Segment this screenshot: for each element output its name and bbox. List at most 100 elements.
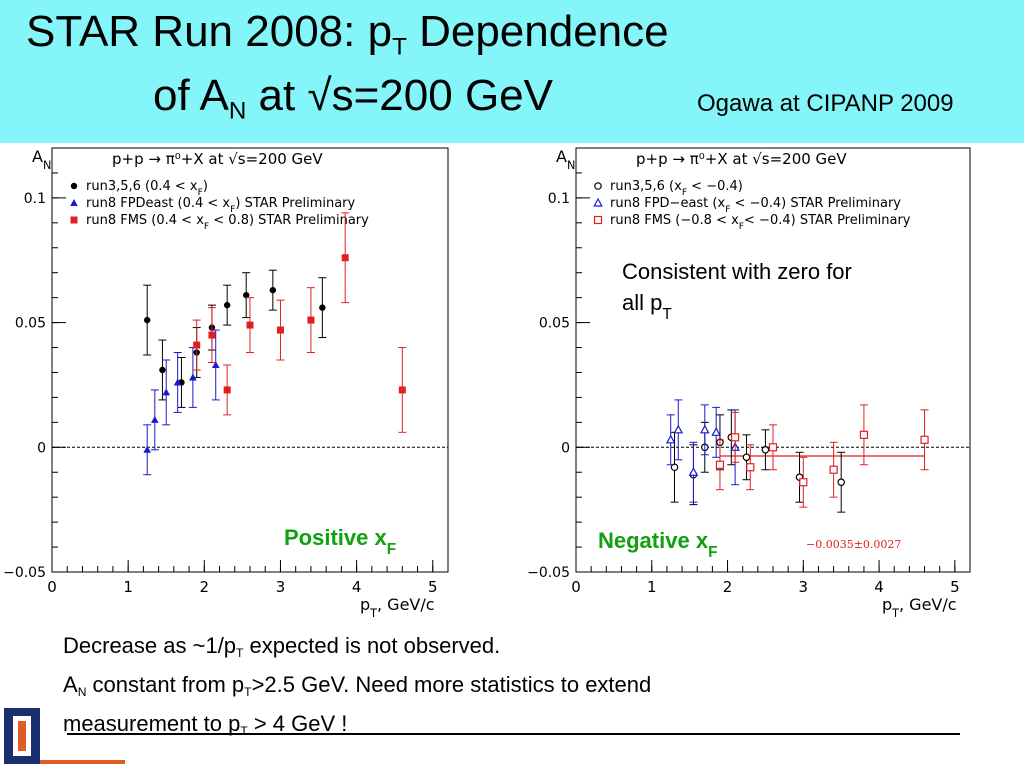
fn-text: constant from p: [86, 672, 245, 698]
y-tick-label: −0.05: [3, 565, 46, 581]
reaction-label: p+p → π⁰+X at √s=200 GeV: [112, 150, 323, 168]
data-point: [859, 430, 869, 439]
plot-frame: [51, 147, 449, 573]
y-tick-label: 0: [561, 440, 570, 456]
fn-text: >2.5 GeV. Need more statistics to extend: [251, 672, 652, 698]
credit-text: Ogawa at CIPANP 2009: [697, 90, 954, 117]
legend-marker: [70, 182, 78, 190]
x-tick-label: 5: [428, 578, 438, 596]
x-tick-label: 2: [723, 578, 733, 596]
data-point: [799, 478, 808, 487]
fn-text: Decrease as ~1/p: [63, 633, 237, 658]
data-point: [711, 427, 721, 436]
data-point: [319, 304, 326, 311]
divider-line: [67, 733, 960, 735]
legend-entry: run3,5,6 (0.4 < xF): [86, 179, 208, 198]
data-point: [742, 453, 751, 462]
legend-marker: [70, 216, 78, 224]
data-point: [269, 286, 277, 294]
legend-marker: [593, 215, 603, 225]
data-point: [162, 388, 171, 396]
data-point: [715, 460, 725, 469]
plot-frame: [575, 147, 971, 573]
legend-marker: [594, 182, 602, 190]
data-point: [193, 341, 201, 349]
data-point: [670, 463, 679, 472]
data-point: [731, 433, 740, 442]
fn-sub: T: [236, 646, 244, 661]
title2-text: of A: [153, 71, 229, 120]
x-tick-label: 5: [950, 578, 960, 596]
logo-underline: [40, 760, 125, 764]
data-point: [688, 466, 699, 476]
legend-marker: [70, 199, 78, 206]
y-tick-label: 0.05: [539, 316, 570, 332]
conclusion-text: Decrease as ~1/pT expected is not observ…: [63, 630, 651, 748]
y-axis-title: AN: [32, 147, 51, 172]
legend-entry: run8 FPDeast (0.4 < xF) STAR Preliminary: [86, 196, 356, 215]
fn-text: expected is not observed.: [243, 633, 501, 658]
fn-sub: T: [240, 724, 248, 739]
fn-text: A: [63, 672, 78, 698]
fn-text: > 4 GeV !: [247, 711, 348, 737]
conclusion-line-2: AN constant from pT>2.5 GeV. Need more s…: [63, 669, 651, 708]
data-point: [159, 366, 166, 374]
data-point: [173, 378, 182, 386]
x-tick-label: 0: [571, 578, 581, 596]
data-point: [699, 424, 710, 434]
title-subscript: T: [392, 33, 407, 61]
y-tick-label: 0.1: [24, 191, 46, 207]
data-point: [223, 386, 231, 394]
y-tick-label: 0.1: [548, 191, 570, 207]
data-point: [211, 360, 220, 368]
conclusion-line-1: Decrease as ~1/pT expected is not observ…: [63, 630, 651, 669]
legend-entry: run3,5,6 (xF < −0.4): [610, 179, 743, 198]
data-point: [746, 463, 755, 472]
title-text-end: Dependence: [406, 7, 669, 56]
title2-text-end: at √s=200 GeV: [246, 71, 553, 120]
title-banner: STAR Run 2008: pT Dependence of AN at √s…: [0, 0, 1024, 143]
data-point: [920, 435, 929, 444]
negative-xf-label: Negative xF: [598, 528, 717, 561]
legend-entry: run8 FMS (0.4 < xF < 0.8) STAR Prelimina…: [86, 213, 369, 232]
title-text: STAR Run 2008: p: [26, 7, 393, 56]
data-point: [189, 373, 197, 381]
data-point: [665, 434, 676, 444]
university-logo: [4, 708, 40, 764]
y-tick-label: 0.05: [15, 316, 46, 332]
x-tick-label: 3: [276, 578, 286, 596]
x-tick-label: 1: [647, 578, 657, 596]
y-tick-label: −0.05: [527, 565, 570, 581]
x-tick-label: 1: [123, 578, 133, 596]
x-axis-title: pT, GeV/c: [882, 595, 957, 620]
x-axis-title: pT, GeV/c: [360, 595, 435, 620]
fn-sub: T: [244, 685, 252, 700]
x-tick-label: 3: [799, 578, 809, 596]
data-point: [223, 301, 231, 309]
data-point: [242, 291, 250, 299]
x-tick-label: 4: [874, 578, 884, 596]
data-point: [276, 326, 284, 334]
data-point: [829, 465, 838, 474]
x-tick-label: 4: [352, 578, 362, 596]
x-tick-label: 0: [47, 578, 57, 596]
data-point: [208, 331, 216, 339]
y-tick-label: 0: [37, 440, 46, 456]
y-axis-title: AN: [556, 147, 575, 172]
title2-subscript: N: [228, 97, 247, 125]
x-tick-label: 2: [200, 578, 210, 596]
data-point: [768, 443, 778, 452]
data-point: [246, 321, 254, 329]
data-point: [837, 478, 845, 487]
slide-title-line2: of AN at √s=200 GeV: [153, 71, 553, 125]
data-point: [143, 316, 151, 324]
conclusion-line-3: measurement to pT > 4 GeV !: [63, 708, 651, 747]
slide-title-line1: STAR Run 2008: pT Dependence: [26, 7, 669, 61]
consistent-note-line2: all pT: [622, 290, 672, 323]
fn-sub: N: [77, 685, 87, 700]
legend-entry: run8 FMS (−0.8 < xF< −0.4) STAR Prelimin…: [610, 213, 911, 232]
data-point: [143, 445, 151, 453]
logo-orange-bar: [18, 721, 26, 751]
